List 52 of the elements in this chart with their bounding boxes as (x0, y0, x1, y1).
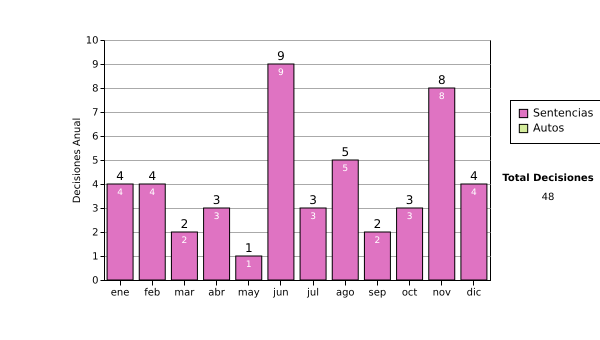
x-tick-label: mar (174, 288, 196, 298)
data-label: 3 (406, 212, 412, 222)
x-tick-label: jun (272, 288, 289, 298)
data-label: 3 (214, 212, 220, 222)
total-label: 8 (438, 73, 446, 87)
total-label: 5 (341, 145, 350, 159)
y-tick-label: 3 (92, 204, 98, 214)
data-label: 3 (310, 212, 316, 222)
total-label: 1 (244, 241, 253, 255)
x-tick-label: dic (466, 288, 482, 298)
y-tick-label: 8 (92, 84, 98, 94)
x-tick-label: may (238, 288, 260, 298)
y-axis-title: Decisiones Anual (72, 118, 83, 204)
total-label: 4 (116, 169, 124, 183)
x-tick-label: ene (110, 288, 130, 298)
total-label: 3 (406, 193, 414, 207)
y-tick-label: 6 (92, 132, 98, 142)
total-label: 4 (148, 169, 156, 183)
x-tick-label: oct (402, 288, 418, 298)
y-tick-label: 0 (92, 276, 98, 286)
x-tick-label: sep (368, 288, 386, 298)
x-tick-label: jul (306, 288, 320, 298)
y-tick-label: 7 (92, 108, 98, 118)
total-label: 9 (277, 49, 285, 63)
x-tick-label: feb (144, 288, 160, 298)
data-label: 2 (374, 236, 380, 246)
y-tick-label: 2 (92, 228, 98, 238)
legend-label: Sentencias (533, 106, 594, 120)
data-label: 4 (117, 188, 124, 198)
y-tick-label: 4 (92, 180, 98, 190)
y-tick-label: 5 (92, 156, 98, 166)
x-tick-label: abr (208, 288, 226, 298)
total-label: 2 (180, 217, 188, 231)
data-label: 8 (438, 92, 445, 102)
data-label: 4 (471, 188, 478, 198)
total-label: 4 (470, 169, 478, 183)
data-label: 1 (246, 260, 252, 270)
text: 48 (542, 192, 554, 203)
total-label: 3 (212, 193, 220, 207)
legend-label: Autos (533, 122, 565, 134)
y-tick-label: 10 (86, 36, 98, 46)
data-label: 5 (342, 164, 348, 174)
total-label: 3 (309, 193, 317, 207)
x-tick-label: nov (432, 288, 452, 298)
data-label: 4 (149, 188, 156, 198)
data-label: 9 (278, 68, 284, 78)
text: Total Decisiones (502, 173, 594, 184)
y-tick-label: 1 (92, 252, 98, 262)
x-tick-label: ago (336, 288, 355, 298)
y-tick-label: 9 (92, 60, 98, 70)
total-label: 2 (374, 217, 382, 231)
data-label: 2 (182, 236, 188, 246)
